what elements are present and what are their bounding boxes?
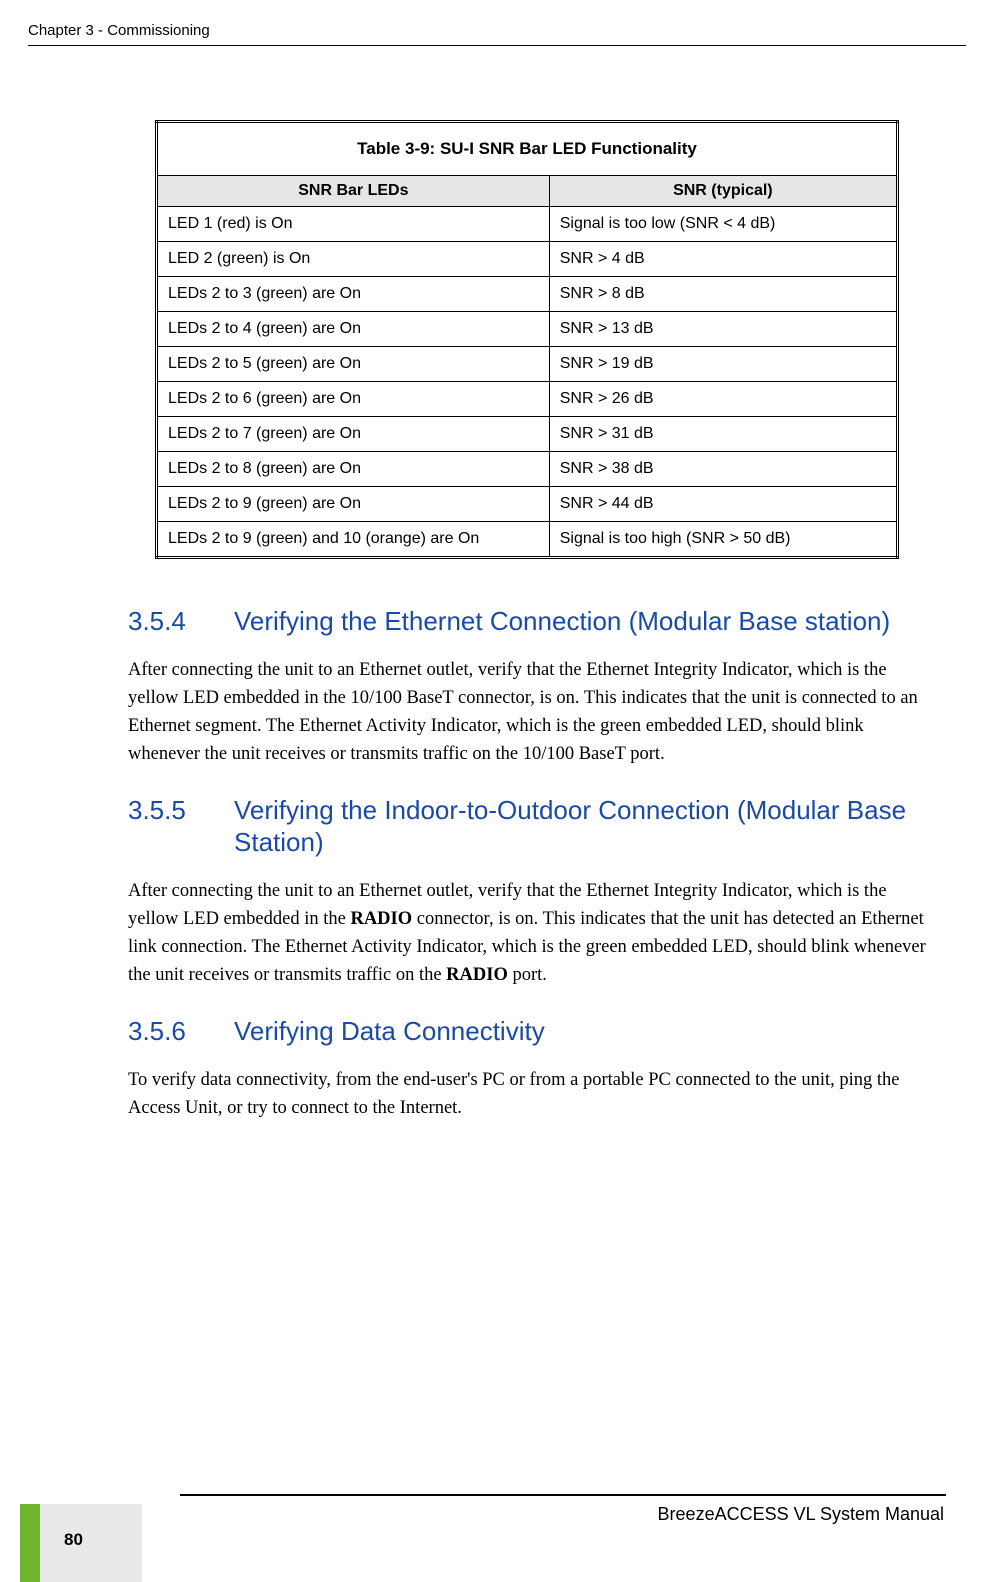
body-text: port. [508,965,547,985]
table-col-1: SNR (typical) [549,176,897,207]
page-header: Chapter 3 - Commissioning [28,22,966,46]
table-cell: LED 1 (red) is On [157,207,550,242]
table-cell: LEDs 2 to 6 (green) are On [157,382,550,417]
table-row: LEDs 2 to 8 (green) are On SNR > 38 dB [157,452,898,487]
table-cell: LEDs 2 to 4 (green) are On [157,312,550,347]
table-row: LEDs 2 to 3 (green) are On SNR > 8 dB [157,277,898,312]
table-cell: LEDs 2 to 7 (green) are On [157,417,550,452]
table-row: LEDs 2 to 9 (green) are On SNR > 44 dB [157,487,898,522]
section-number: 3.5.5 [128,795,200,826]
section-heading-row: 3.5.6 Verifying Data Connectivity [128,1015,926,1048]
table-cell: Signal is too high (SNR > 50 dB) [549,522,897,558]
section-355: 3.5.5 Verifying the Indoor-to-Outdoor Co… [128,794,926,989]
table-row: LED 2 (green) is On SNR > 4 dB [157,242,898,277]
manual-title: BreezeACCESS VL System Manual [658,1504,944,1525]
section-title: Verifying Data Connectivity [234,1015,545,1048]
footer-green-tab [20,1504,40,1582]
body-bold: RADIO [446,965,508,985]
section-body: After connecting the unit to an Ethernet… [128,656,926,768]
page-content: Table 3-9: SU-I SNR Bar LED Functionalit… [128,120,926,1148]
table-row: LEDs 2 to 6 (green) are On SNR > 26 dB [157,382,898,417]
section-title: Verifying the Ethernet Connection (Modul… [234,605,890,638]
footer-rule [180,1494,946,1496]
table-cell: LEDs 2 to 3 (green) are On [157,277,550,312]
table-cell: LEDs 2 to 8 (green) are On [157,452,550,487]
table-cell: LEDs 2 to 5 (green) are On [157,347,550,382]
table-caption: Table 3-9: SU-I SNR Bar LED Functionalit… [157,122,898,176]
table-cell: SNR > 8 dB [549,277,897,312]
table-cell: SNR > 44 dB [549,487,897,522]
table-cell: SNR > 31 dB [549,417,897,452]
page-number: 80 [64,1530,83,1550]
table-cell: SNR > 38 dB [549,452,897,487]
section-heading-row: 3.5.5 Verifying the Indoor-to-Outdoor Co… [128,794,926,859]
table-row: LEDs 2 to 9 (green) and 10 (orange) are … [157,522,898,558]
section-354: 3.5.4 Verifying the Ethernet Connection … [128,605,926,768]
section-heading-row: 3.5.4 Verifying the Ethernet Connection … [128,605,926,638]
table-cell: Signal is too low (SNR < 4 dB) [549,207,897,242]
table-cell: LED 2 (green) is On [157,242,550,277]
body-bold: RADIO [350,909,412,929]
table-cell: LEDs 2 to 9 (green) are On [157,487,550,522]
table-cell: LEDs 2 to 9 (green) and 10 (orange) are … [157,522,550,558]
table-row: LEDs 2 to 4 (green) are On SNR > 13 dB [157,312,898,347]
section-number: 3.5.6 [128,1016,200,1047]
section-356: 3.5.6 Verifying Data Connectivity To ver… [128,1015,926,1122]
snr-table: Table 3-9: SU-I SNR Bar LED Functionalit… [155,120,899,559]
table-cell: SNR > 4 dB [549,242,897,277]
table-col-0: SNR Bar LEDs [157,176,550,207]
section-number: 3.5.4 [128,606,200,637]
page-footer: 80 BreezeACCESS VL System Manual [0,1494,994,1556]
section-body: To verify data connectivity, from the en… [128,1066,926,1122]
section-title: Verifying the Indoor-to-Outdoor Connecti… [234,794,926,859]
table-cell: SNR > 13 dB [549,312,897,347]
table-cell: SNR > 19 dB [549,347,897,382]
table-row: LEDs 2 to 7 (green) are On SNR > 31 dB [157,417,898,452]
table-row: LED 1 (red) is On Signal is too low (SNR… [157,207,898,242]
chapter-label: Chapter 3 - Commissioning [28,22,210,39]
table-row: LEDs 2 to 5 (green) are On SNR > 19 dB [157,347,898,382]
section-body: After connecting the unit to an Ethernet… [128,877,926,989]
header-rule [28,45,966,46]
table-cell: SNR > 26 dB [549,382,897,417]
footer-gray-tab [40,1504,142,1582]
